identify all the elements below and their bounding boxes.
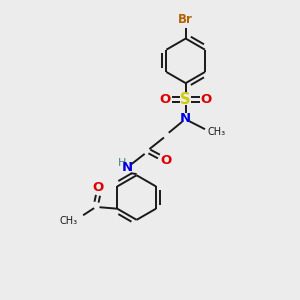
Text: O: O	[92, 182, 104, 194]
Text: S: S	[180, 92, 191, 107]
Text: O: O	[159, 93, 170, 106]
Text: N: N	[180, 112, 191, 125]
Text: H: H	[118, 158, 127, 168]
Text: CH₃: CH₃	[208, 127, 226, 137]
Text: O: O	[201, 93, 212, 106]
Text: N: N	[122, 161, 133, 174]
Text: Br: Br	[178, 13, 193, 26]
Text: O: O	[160, 154, 171, 167]
Text: CH₃: CH₃	[60, 216, 78, 226]
